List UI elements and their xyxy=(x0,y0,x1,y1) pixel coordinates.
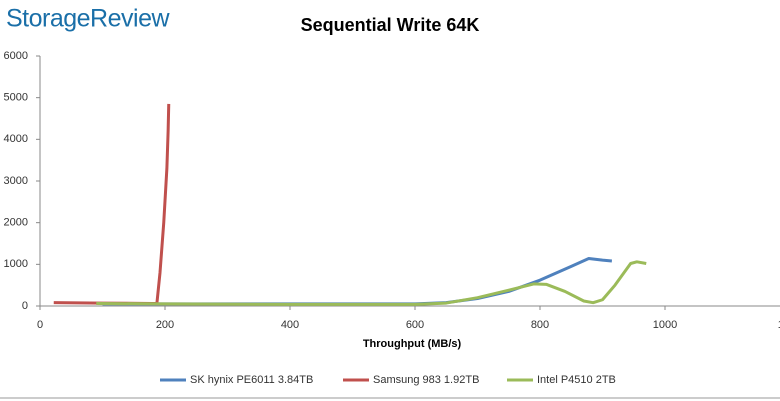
x-tick-label: 1200 xyxy=(778,319,780,331)
series-line xyxy=(102,257,613,306)
y-tick-label: 0 xyxy=(22,300,28,312)
legend-label: Intel P4510 2TB xyxy=(537,374,616,386)
x-tick-label: 400 xyxy=(281,319,299,331)
x-tick-label: 200 xyxy=(156,319,174,331)
x-tick-label: 600 xyxy=(406,319,424,331)
legend-label: SK hynix PE6011 3.84TB xyxy=(190,374,313,386)
chart-title: Sequential Write 64K xyxy=(301,15,480,35)
x-axis-label: Throughput (MB/s) xyxy=(363,338,462,350)
series-line xyxy=(53,103,171,305)
y-tick-label: 1000 xyxy=(4,258,28,270)
x-tick-label: 800 xyxy=(531,319,549,331)
y-tick-label: 6000 xyxy=(4,50,28,62)
y-tick-label: 3000 xyxy=(4,175,28,187)
y-tick-label: 5000 xyxy=(4,92,28,104)
y-tick-label: 4000 xyxy=(4,133,28,145)
y-tick-label: 2000 xyxy=(4,217,28,229)
series-line xyxy=(96,260,647,306)
logo: StorageReview xyxy=(6,5,170,33)
x-tick-label: 1000 xyxy=(653,319,677,331)
legend-label: Samsung 983 1.92TB xyxy=(373,374,479,386)
x-tick-label: 0 xyxy=(37,319,43,331)
